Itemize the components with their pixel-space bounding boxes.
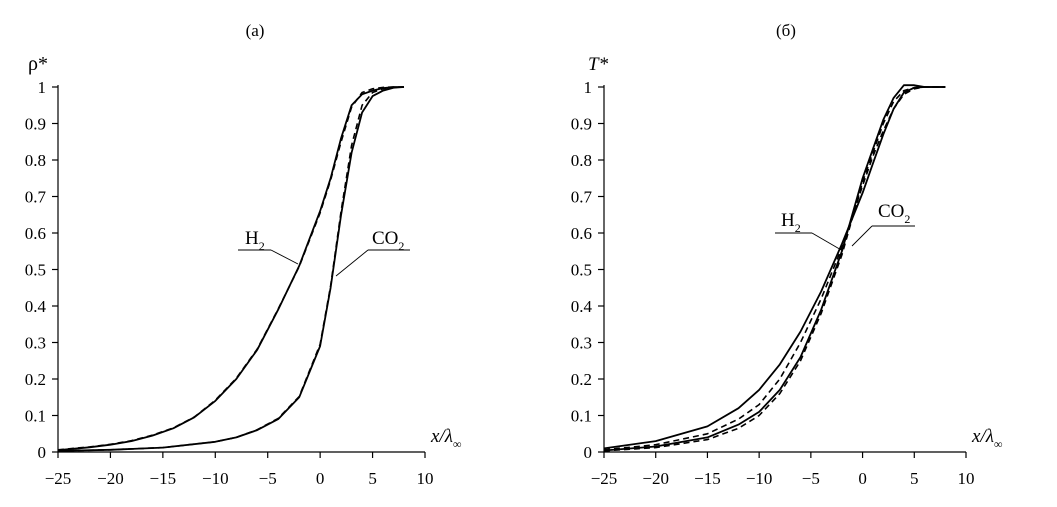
x-tick-label: −15 (694, 469, 721, 488)
x-axis-title: x/λ∞ (971, 426, 1003, 451)
y-tick-label: 0.9 (25, 115, 46, 134)
x-tick-label: 10 (958, 469, 975, 488)
y-tick-label: 1 (38, 78, 47, 97)
curve-label-main: H (781, 210, 795, 231)
y-tick-label: 0.7 (571, 188, 593, 207)
x-tick-label: −25 (45, 469, 72, 488)
y-tick-label: 0.2 (571, 370, 592, 389)
leader-line (811, 232, 844, 252)
x-axis-title-sub: ∞ (994, 437, 1003, 451)
y-tick-label: 0.7 (25, 188, 47, 207)
x-tick-label: −20 (97, 469, 124, 488)
series-h2-solid (603, 86, 946, 450)
y-tick-label: 0.2 (25, 370, 46, 389)
series-co2-dashed (603, 86, 946, 452)
curve-label-sub: 2 (795, 221, 801, 235)
series-h2-solid (57, 86, 404, 452)
curve-label-co2: CO2 (372, 228, 404, 253)
panel-a: (а) ρ* 0 0.1 0.2 0.3 0.4 0.5 0.6 0.7 0.8 0.9 1 −25 −20… (25, 21, 462, 488)
curve-label-main: CO (372, 228, 398, 249)
x-tick-label: 5 (910, 469, 919, 488)
y-tick-label: 0.5 (571, 261, 592, 280)
curve-label-h2: H2 (245, 228, 265, 253)
series-co2-dashed (57, 86, 405, 452)
curve-label-h2: H2 (781, 210, 801, 235)
leader-line (270, 249, 299, 265)
x-tick-label: 0 (316, 469, 325, 488)
x-axis-title-sub: ∞ (453, 437, 462, 451)
y-axis-title: ρ* (28, 53, 48, 75)
y-tick-label: 0.5 (25, 261, 46, 280)
series-h2-dashed (57, 86, 404, 451)
panel-label: (а) (246, 21, 265, 40)
curve-label-co2: CO2 (878, 201, 910, 226)
leader-line (335, 249, 369, 277)
y-tick-label: 0.3 (25, 334, 46, 353)
y-tick-label: 0.4 (25, 297, 47, 316)
curve-label-main: CO (878, 201, 904, 222)
series-h2-dashed (603, 86, 946, 451)
leader-line (851, 225, 873, 247)
x-axis-title-main: x/λ (971, 426, 994, 447)
series-co2-solid (603, 84, 946, 452)
y-axis-title: T* (588, 54, 609, 75)
y-tick-label: 1 (584, 78, 593, 97)
y-tick-label: 0.8 (25, 151, 46, 170)
x-tick-label: −10 (746, 469, 773, 488)
curve-label-main: H (245, 228, 259, 249)
y-tick-label: 0.6 (25, 224, 46, 243)
curve-label-sub: 2 (398, 239, 404, 253)
x-axis-title-main: x/λ (430, 426, 453, 447)
x-tick-label: −20 (642, 469, 669, 488)
panel-label: (б) (776, 21, 796, 40)
x-tick-label: −5 (802, 469, 820, 488)
y-tick-label: 0.9 (571, 115, 592, 134)
x-tick-label: 0 (858, 469, 867, 488)
x-tick-label: 5 (368, 469, 377, 488)
curve-label-sub: 2 (259, 239, 265, 253)
y-tick-label: 0.4 (571, 297, 593, 316)
y-tick-label: 0.3 (571, 334, 592, 353)
panel-b: (б) T* 0 0.1 0.2 0.3 0.4 0.5 0.6 0.7 0.8 0.9 1 −25 −20… (571, 21, 1003, 488)
series-co2-solid (57, 86, 405, 452)
curve-label-sub: 2 (904, 212, 910, 226)
y-tick-label: 0.8 (571, 151, 592, 170)
x-tick-label: −15 (150, 469, 177, 488)
y-tick-label: 0.1 (25, 407, 46, 426)
y-tick-label: 0 (38, 443, 47, 462)
x-tick-label: −5 (259, 469, 277, 488)
x-tick-label: −10 (202, 469, 229, 488)
x-axis-title: x/λ∞ (430, 426, 462, 451)
y-tick-label: 0.1 (571, 407, 592, 426)
x-tick-label: −25 (591, 469, 618, 488)
y-tick-label: 0.6 (571, 224, 592, 243)
y-tick-label: 0 (584, 443, 593, 462)
x-tick-label: 10 (417, 469, 434, 488)
